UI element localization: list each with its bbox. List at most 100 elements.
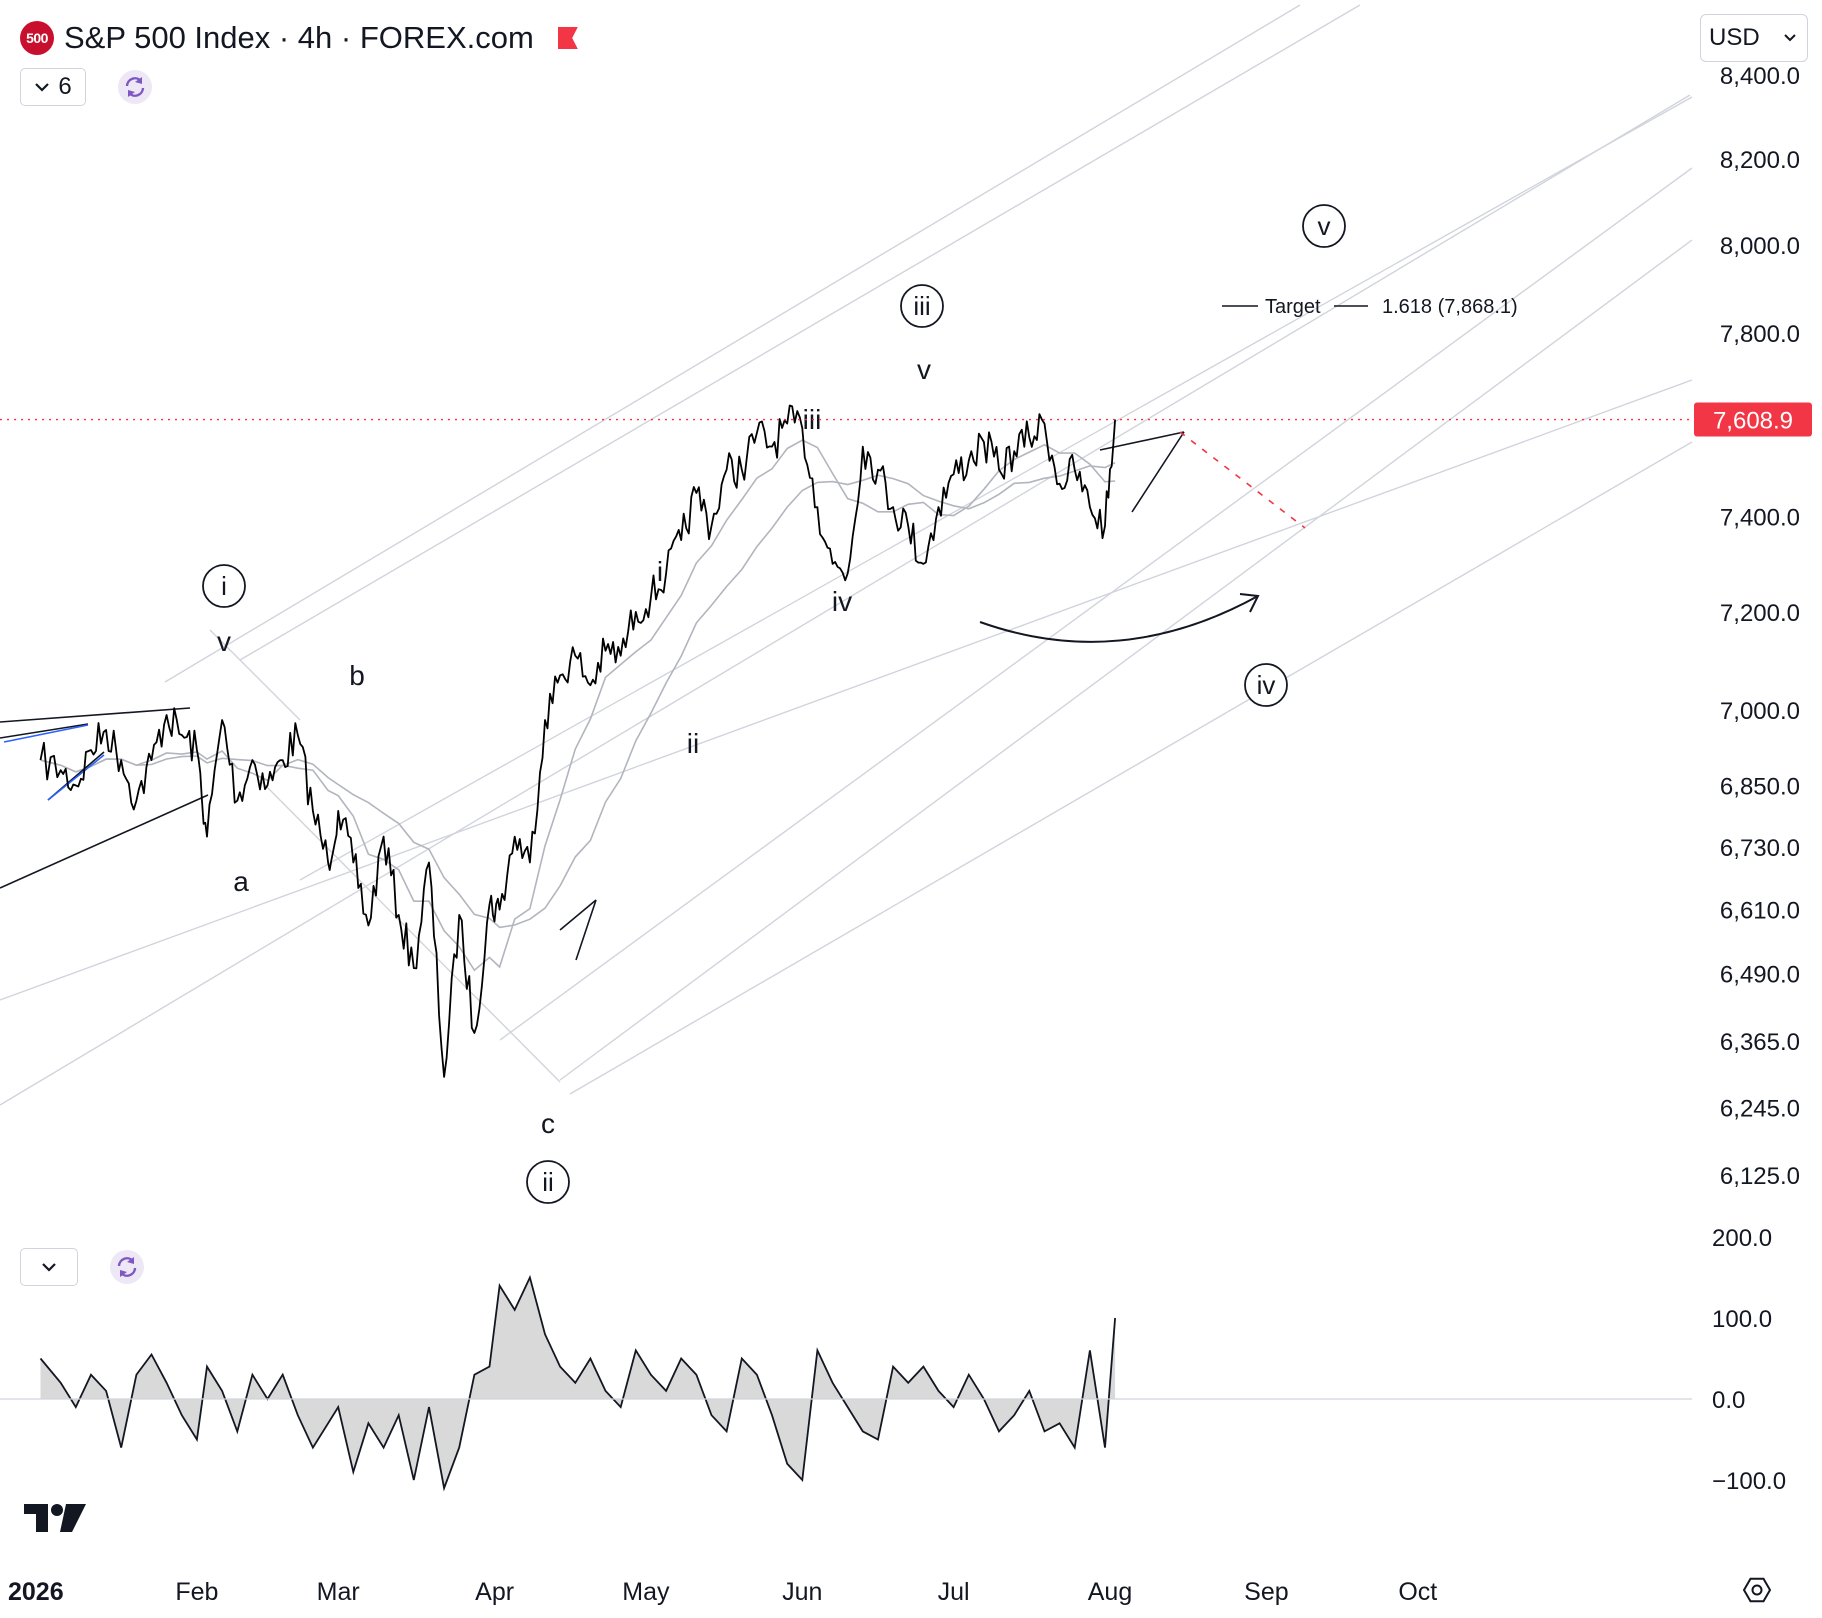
y-tick-label: 6,610.0 bbox=[1720, 898, 1800, 925]
y-tick-label: 7,800.0 bbox=[1720, 321, 1800, 348]
trendline bbox=[575, 899, 597, 961]
y-tick-label: 6,850.0 bbox=[1720, 773, 1800, 800]
trendline bbox=[0, 794, 209, 889]
currency-value: USD bbox=[1709, 24, 1760, 51]
target-ratio-label: 1.618 (7,868.1) bbox=[1382, 296, 1518, 318]
price-series bbox=[39, 404, 1116, 1078]
channel-line bbox=[0, 379, 1693, 1001]
target-annotation: Target 1.618 (7,868.1) bbox=[1222, 296, 1518, 318]
gear-icon[interactable] bbox=[1742, 1577, 1772, 1603]
trendline bbox=[3, 724, 89, 743]
y-tick-label: 8,400.0 bbox=[1720, 63, 1800, 90]
wave-label-circle bbox=[526, 1160, 570, 1204]
y-tick-label: 6,730.0 bbox=[1720, 835, 1800, 862]
channel-line bbox=[259, 779, 561, 1083]
wave-label: v bbox=[917, 354, 931, 385]
dashed-trendline bbox=[1179, 431, 1306, 529]
wave-label: iv bbox=[832, 586, 852, 617]
trendline bbox=[1131, 431, 1185, 513]
channel-lines bbox=[0, 4, 1693, 1106]
oscillator-tick-label: 100.0 bbox=[1712, 1306, 1772, 1333]
wave-label: i bbox=[221, 571, 227, 601]
trendline bbox=[47, 754, 105, 801]
oscillator-tick-label: 0.0 bbox=[1712, 1387, 1745, 1414]
x-tick-label: Feb bbox=[175, 1578, 218, 1606]
channel-line bbox=[559, 239, 1693, 1081]
channel-line bbox=[239, 4, 1361, 661]
channel-line bbox=[569, 441, 1693, 1095]
y-tick-label: 7,400.0 bbox=[1720, 505, 1800, 532]
moving-averages bbox=[40, 439, 1116, 972]
current-price-tag bbox=[1694, 402, 1812, 437]
oscillator-tick-label: 200.0 bbox=[1712, 1225, 1772, 1252]
x-tick-label: May bbox=[622, 1578, 670, 1606]
trendline bbox=[0, 707, 191, 723]
x-tick-label: Sep bbox=[1244, 1578, 1288, 1606]
channel-line bbox=[499, 167, 1693, 1041]
x-tick-label: Mar bbox=[317, 1578, 360, 1606]
current-price-label: 7,608.9 bbox=[1713, 408, 1793, 435]
wave-label: ii bbox=[542, 1167, 554, 1197]
oscillator-toggle-button[interactable] bbox=[20, 1248, 78, 1286]
wave-label-circle bbox=[1302, 204, 1346, 248]
trendline bbox=[559, 899, 597, 931]
chevron-down-icon bbox=[1784, 34, 1796, 42]
y-tick-label: 6,245.0 bbox=[1720, 1095, 1800, 1122]
wave-label: b bbox=[349, 660, 365, 691]
y-tick-label: 6,365.0 bbox=[1720, 1029, 1800, 1056]
oscillator-area bbox=[40, 1277, 1116, 1489]
x-tick-label: Aug bbox=[1088, 1578, 1132, 1606]
refresh-icon[interactable] bbox=[110, 1250, 144, 1284]
current-price-line: 7,608.9 bbox=[0, 402, 1812, 437]
wave-label: ii bbox=[687, 728, 699, 759]
x-tick-label: Jun bbox=[782, 1578, 822, 1606]
chevron-down-icon bbox=[42, 1263, 56, 1272]
moving-average-line bbox=[40, 461, 1116, 929]
y-tick-label: 8,200.0 bbox=[1720, 147, 1800, 174]
y-tick-label: 7,200.0 bbox=[1720, 600, 1800, 627]
wave-label-circle bbox=[1244, 663, 1288, 707]
y-tick-label: 6,125.0 bbox=[1720, 1163, 1800, 1190]
channel-line bbox=[209, 629, 301, 721]
price-line bbox=[39, 404, 1116, 1078]
wave-label: i bbox=[657, 556, 663, 587]
oscillator-tick-label: −100.0 bbox=[1712, 1468, 1786, 1495]
oscillator-line bbox=[39, 1274, 1116, 1492]
y-tick-label: 8,000.0 bbox=[1720, 233, 1800, 260]
symbol-badge[interactable]: 500 bbox=[20, 21, 54, 55]
wave-label-circle bbox=[202, 564, 246, 608]
x-tick-label: 2026 bbox=[8, 1578, 64, 1606]
wave-label: v bbox=[1318, 211, 1331, 241]
legend-toggle-button[interactable]: 6 bbox=[20, 68, 86, 106]
y-tick-label: 6,490.0 bbox=[1720, 961, 1800, 988]
x-tick-label: Jul bbox=[938, 1578, 970, 1606]
arc-annotation bbox=[979, 595, 1259, 643]
y-tick-label: 7,000.0 bbox=[1720, 698, 1800, 725]
price-axis[interactable]: 8,400.0 8,200.0 8,000.0 7,800.0 7,400.0 7,200… bbox=[1720, 63, 1800, 1190]
time-axis[interactable]: 2026 Feb Mar Apr May Jun Jul Aug Sep Oct bbox=[8, 1578, 1437, 1606]
flag-icon[interactable] bbox=[557, 27, 578, 49]
symbol-title[interactable]: S&P 500 Index · 4h · FOREX.com bbox=[64, 20, 534, 55]
trendlines bbox=[0, 431, 1306, 961]
refresh-icon[interactable] bbox=[118, 70, 152, 104]
trendline bbox=[0, 723, 89, 739]
tradingview-logo-icon[interactable] bbox=[24, 1500, 88, 1534]
channel-line bbox=[164, 4, 1301, 683]
channel-line bbox=[0, 94, 1691, 1106]
wave-label: iii bbox=[913, 291, 930, 321]
wave-label: iv bbox=[1257, 670, 1276, 700]
arrow-head bbox=[1239, 593, 1260, 613]
chevron-down-icon bbox=[35, 83, 50, 92]
wave-label: v bbox=[217, 626, 231, 657]
oscillator-pane: 200.0 100.0 0.0 −100.0 bbox=[0, 1225, 1786, 1495]
x-tick-label: Apr bbox=[475, 1578, 514, 1606]
moving-average-line bbox=[40, 439, 1116, 972]
symbol-header: 500 S&P 500 Index · 4h · FOREX.com bbox=[20, 16, 578, 60]
channel-line bbox=[299, 96, 1693, 881]
wave-label: a bbox=[233, 866, 249, 897]
wave-label-circle bbox=[900, 284, 944, 328]
x-tick-label: Oct bbox=[1398, 1578, 1437, 1606]
currency-select[interactable]: USD bbox=[1700, 14, 1808, 62]
